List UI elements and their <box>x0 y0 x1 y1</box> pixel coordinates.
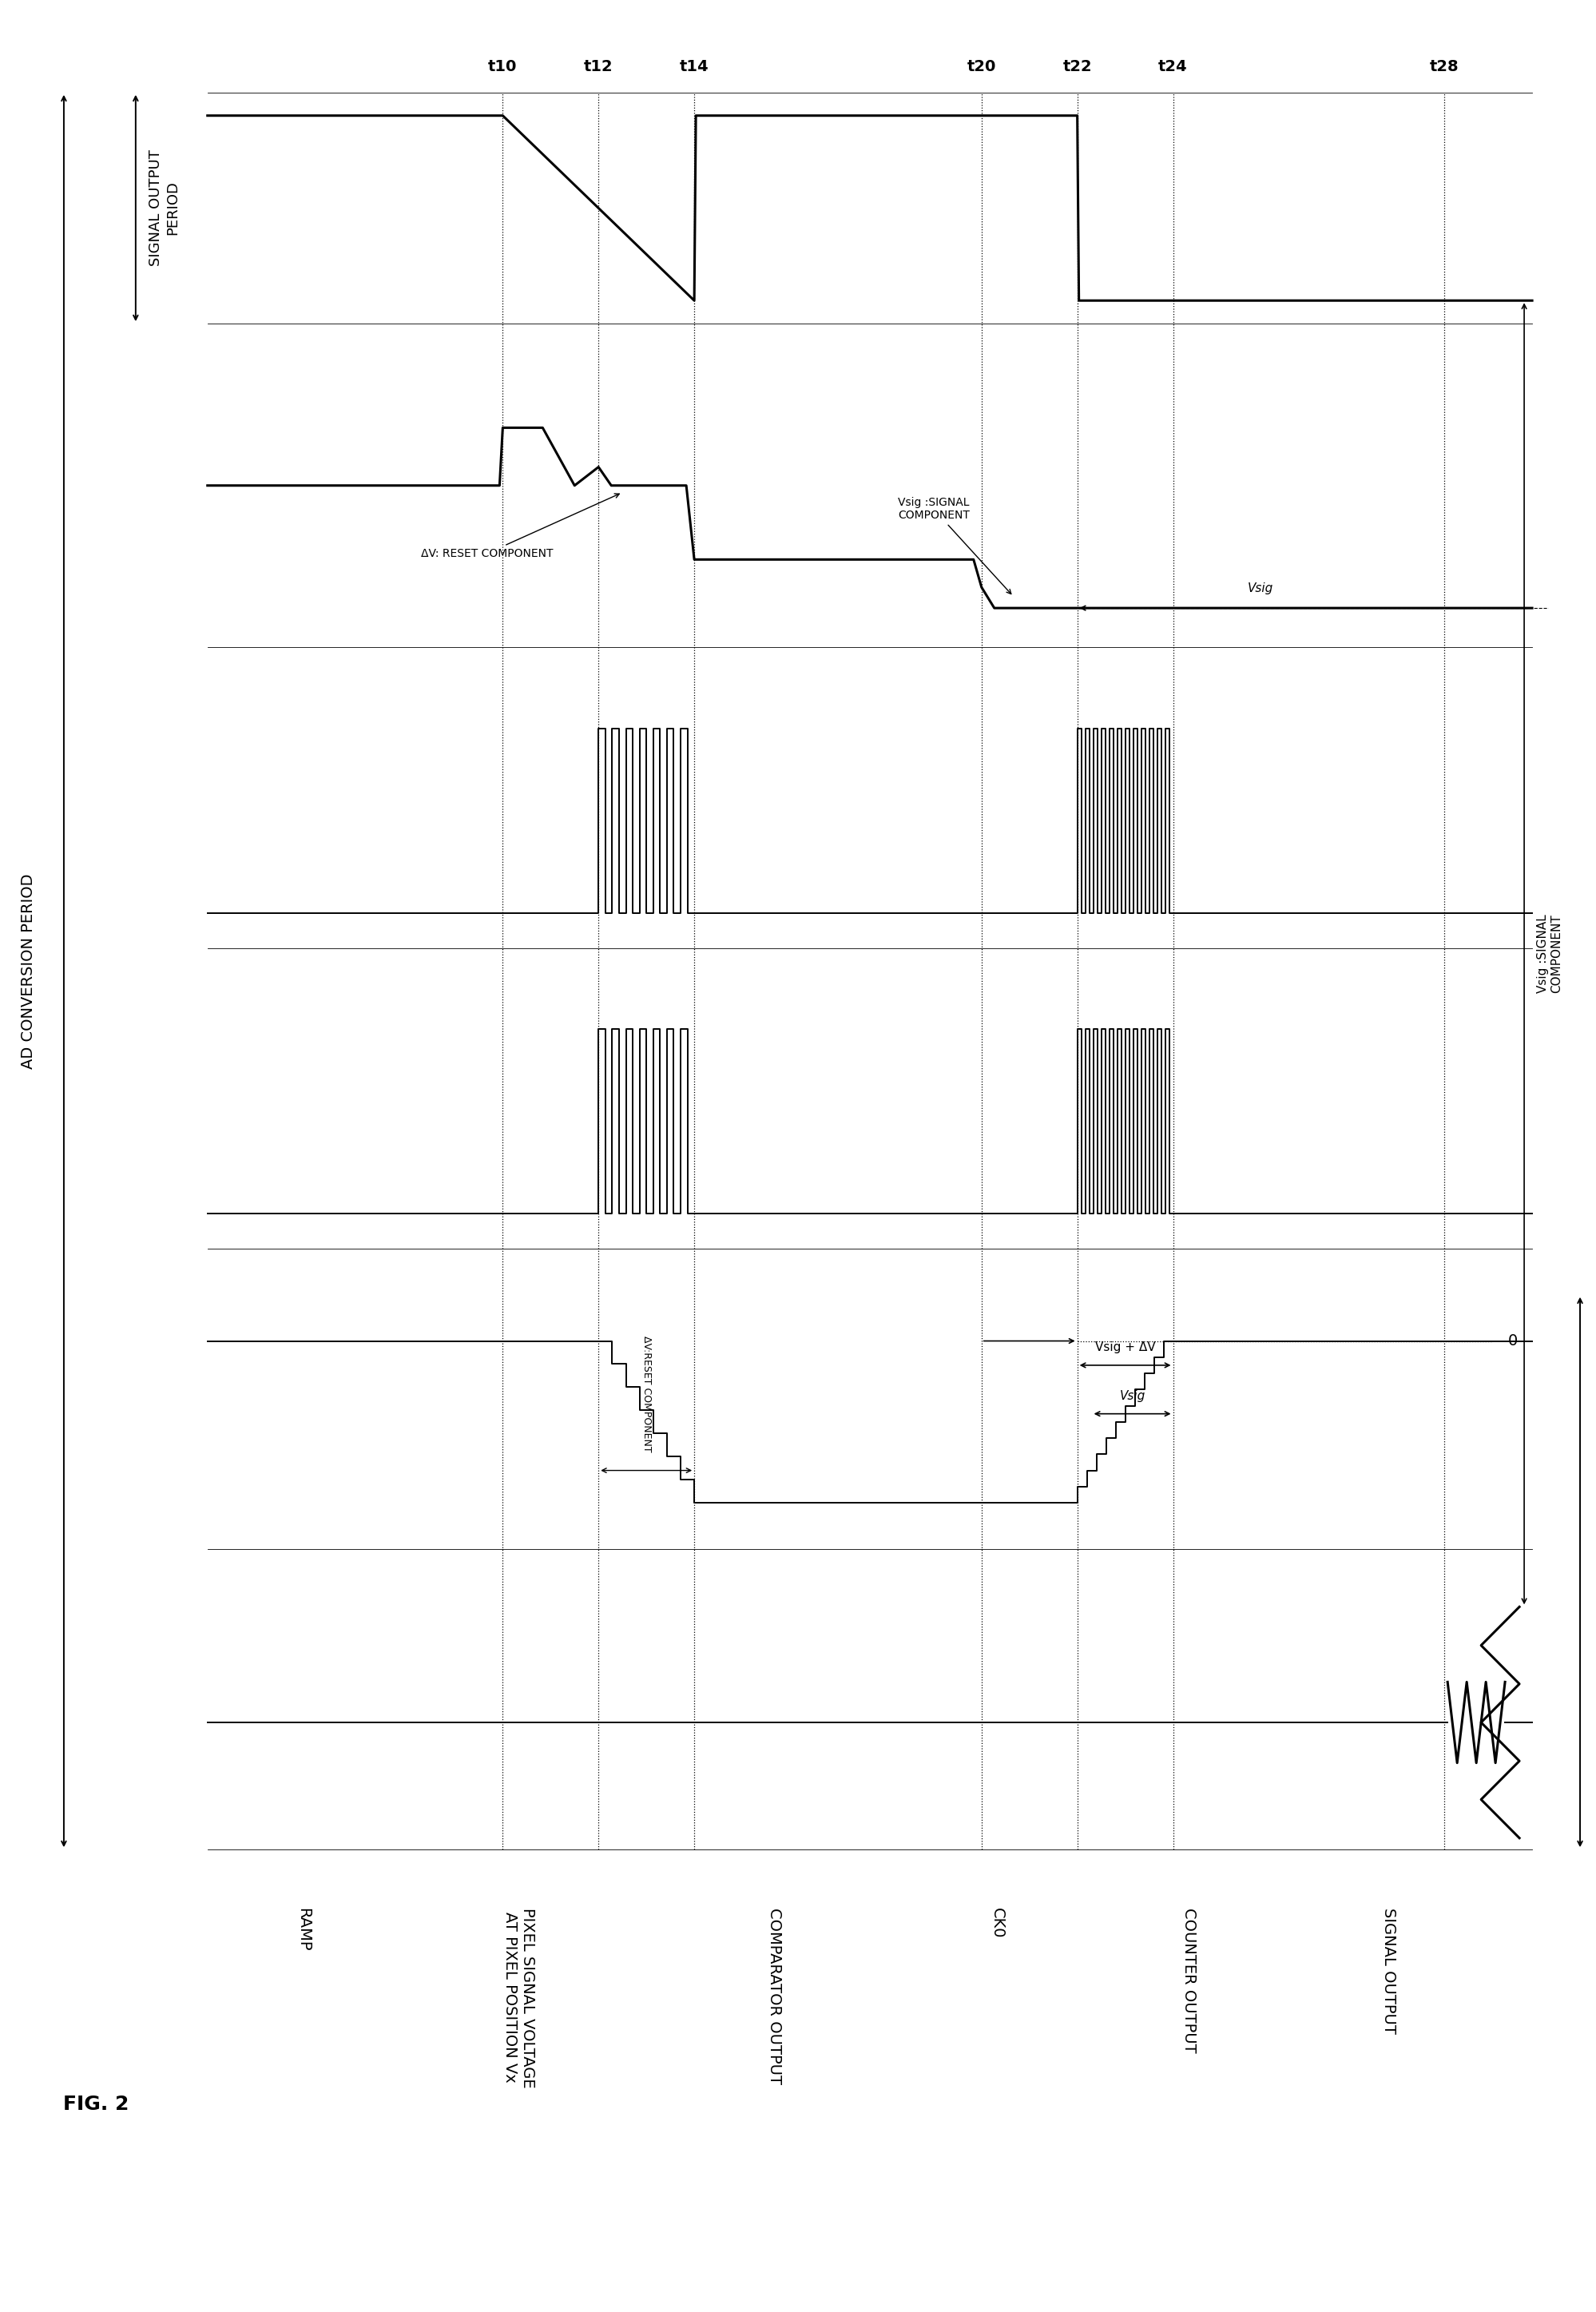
Text: AD CONVERSION PERIOD: AD CONVERSION PERIOD <box>21 874 37 1068</box>
Text: t10: t10 <box>488 58 517 74</box>
Text: ΔV:RESET COMPONENT: ΔV:RESET COMPONENT <box>642 1336 651 1452</box>
Text: t22: t22 <box>1063 58 1092 74</box>
Text: t28: t28 <box>1430 58 1459 74</box>
Text: SIGNAL OUTPUT: SIGNAL OUTPUT <box>1381 1907 1396 2035</box>
Text: t20: t20 <box>967 58 996 74</box>
Text: COUNTER OUTPUT: COUNTER OUTPUT <box>1181 1907 1197 2053</box>
Text: t24: t24 <box>1159 58 1187 74</box>
Text: Vsig: Vsig <box>1248 583 1274 594</box>
Text: 0: 0 <box>1508 1334 1518 1348</box>
Text: t14: t14 <box>680 58 709 74</box>
Text: SIGNAL OUTPUT
PERIOD: SIGNAL OUTPUT PERIOD <box>148 150 180 266</box>
Text: Vsig :SIGNAL
COMPONENT: Vsig :SIGNAL COMPONENT <box>1537 913 1562 994</box>
Text: PIXEL SIGNAL VOLTAGE
AT PIXEL POSITION Vx: PIXEL SIGNAL VOLTAGE AT PIXEL POSITION V… <box>503 1907 535 2088</box>
Text: Vsig: Vsig <box>1119 1390 1146 1401</box>
Text: FIG. 2: FIG. 2 <box>62 2095 129 2113</box>
Text: CK0: CK0 <box>990 1907 1005 1937</box>
Text: ΔV: RESET COMPONENT: ΔV: RESET COMPONENT <box>421 495 619 560</box>
Text: t12: t12 <box>584 58 613 74</box>
Text: Vsig :SIGNAL
COMPONENT: Vsig :SIGNAL COMPONENT <box>899 497 1012 594</box>
Text: RAMP: RAMP <box>295 1907 311 1951</box>
Text: COMPARATOR OUTPUT: COMPARATOR OUTPUT <box>766 1907 782 2083</box>
Text: Vsig + ΔV: Vsig + ΔV <box>1095 1341 1156 1355</box>
